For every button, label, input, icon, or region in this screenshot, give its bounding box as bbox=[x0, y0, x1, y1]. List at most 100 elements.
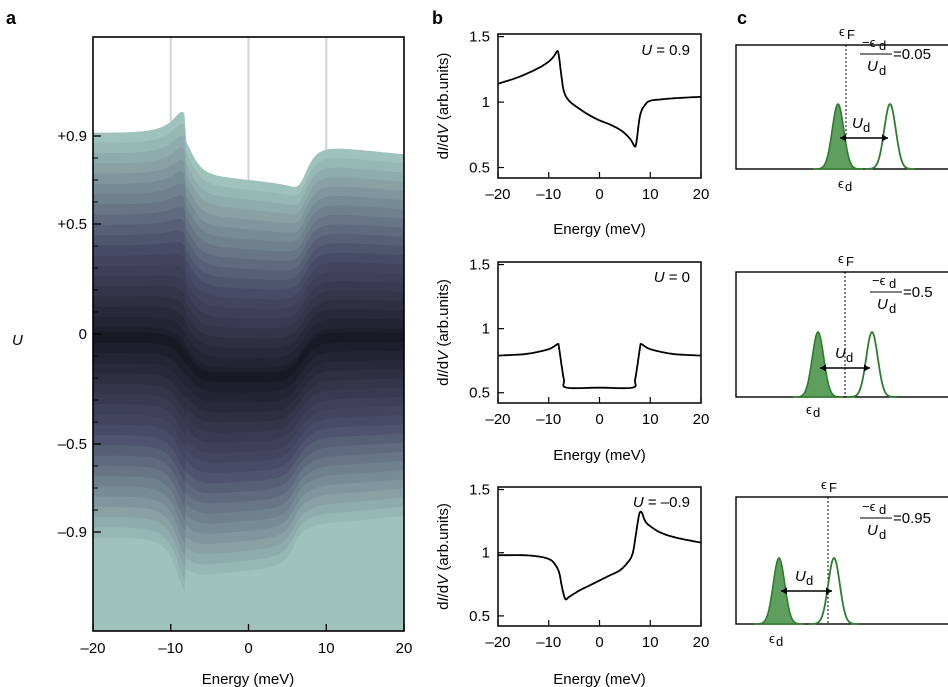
panel-label-c: c bbox=[737, 8, 747, 28]
panel-b-ylabel-part-1-0: d bbox=[435, 151, 452, 159]
panel-b-xtick-label-3-0: –20 bbox=[485, 634, 510, 651]
panel-b-xtick-label-2-0: –20 bbox=[485, 411, 510, 428]
panel-b-xlabel-3: Energy (meV) bbox=[553, 671, 646, 687]
panel-c-filled-peak-1 bbox=[793, 330, 843, 398]
panel-c-filled-peak-2 bbox=[754, 556, 804, 625]
panel-c-ed-sub-0: d bbox=[845, 179, 852, 194]
panel-c-ef-sub-2: F bbox=[829, 480, 837, 495]
panel-a-ytick-label-3: –0.5 bbox=[58, 436, 87, 453]
panel-b-ylabel-3: dI/dV (arb.units) bbox=[435, 503, 452, 610]
panel-c-empty-peak-1 bbox=[847, 330, 897, 398]
panel-a-surface bbox=[93, 111, 404, 631]
panel-c-empty-peak-2 bbox=[809, 556, 859, 625]
panel-b-xtick-label-1-2: 0 bbox=[595, 186, 603, 203]
panel-c-ud-sub-0: d bbox=[863, 120, 870, 135]
panel-c-arrow-left-2 bbox=[781, 587, 787, 595]
panel-b-xtick-label-2-2: 0 bbox=[595, 411, 603, 428]
panel-b-ylabel-part-2-1: I bbox=[435, 373, 452, 377]
panel-c-ratio-den-2: U bbox=[867, 522, 878, 539]
panel-b-ylabel-2: dI/dV (arb.units) bbox=[435, 279, 452, 386]
panel-c-ratio-val-2: =0.95 bbox=[893, 510, 931, 527]
panel-a-waterfall-plot: –20 –10 0 10 20 +0.9 +0.5 0 –0.5 –0.9 Energy (meV… bbox=[12, 36, 412, 687]
panel-b-annotation-var-2: U bbox=[654, 269, 665, 286]
panel-b-xtick-label-3-1: –10 bbox=[536, 634, 561, 651]
panel-b-ytick-label-1-2: 1.5 bbox=[469, 29, 490, 46]
panel-b-ytick-label-3-1: 1 bbox=[482, 545, 490, 562]
panel-c-ef-label-0: ϵ bbox=[839, 24, 845, 39]
panel-c-ed-sub-2: d bbox=[776, 634, 783, 649]
panel-c-empty-peak-0 bbox=[865, 102, 915, 170]
panel-b-annotation-val-3: = –0.9 bbox=[644, 494, 690, 511]
panel-b-xtick-label-1-1: –10 bbox=[536, 186, 561, 203]
panel-b-ylabel-part-3-3: V bbox=[435, 573, 452, 585]
panel-b-ytick-label-3-0: 0.5 bbox=[469, 608, 490, 625]
panel-b-plot-3: –20 –10 0 10 20 0.5 1 1.5 Energy (meV) U = –0.9 dI… bbox=[435, 482, 709, 687]
panel-c-ratio-num-1: −ϵ bbox=[872, 273, 886, 288]
panel-a-ytick-label-0: +0.9 bbox=[57, 128, 87, 145]
panel-b-ylabel-1: dI/dV (arb.units) bbox=[435, 53, 452, 160]
panel-b-ytick-label-2-0: 0.5 bbox=[469, 385, 490, 402]
panel-b-annotation-val-1: = 0.9 bbox=[652, 42, 690, 59]
panel-b-annotation-2: U = 0 bbox=[654, 269, 690, 286]
panel-a-trace-40 bbox=[93, 515, 404, 631]
panel-c-ud-label-1: U bbox=[835, 345, 846, 362]
panel-b-ytick-label-2-2: 1.5 bbox=[469, 257, 490, 274]
panel-a-xlabel: Energy (meV) bbox=[202, 671, 295, 687]
panel-b-xtick-label-3-4: 20 bbox=[693, 634, 710, 651]
panel-c-ratio-den-sub-2: d bbox=[879, 527, 886, 542]
panel-c-arrow-left-0 bbox=[840, 134, 846, 142]
panel-b-annotation-var-1: U bbox=[641, 42, 652, 59]
panel-b-ytick-label-1-1: 1 bbox=[482, 94, 490, 111]
panel-c-ed-label-0: ϵ bbox=[838, 176, 844, 191]
panel-a-xtick-label-0: –20 bbox=[80, 640, 105, 657]
panel-c-arrow-right-1 bbox=[864, 364, 870, 372]
panel-c-ef-sub-1: F bbox=[846, 254, 854, 269]
panel-c-ratio-den-sub-0: d bbox=[879, 63, 886, 78]
panel-b-ylabel-part-3-4: (arb.units) bbox=[435, 503, 452, 575]
panel-b-ylabel-part-1-3: V bbox=[435, 122, 452, 134]
panel-b-xtick-label-2-4: 20 bbox=[693, 411, 710, 428]
panel-c-arrow-left-1 bbox=[820, 364, 826, 372]
panel-b-annotation-var-3: U bbox=[633, 494, 644, 511]
panel-c-ef-label-2: ϵ bbox=[821, 477, 827, 492]
panel-a-ticks: –20 –10 0 10 20 +0.9 +0.5 0 –0.5 –0.9 bbox=[57, 128, 412, 657]
panel-b-ytick-label-1-0: 0.5 bbox=[469, 160, 490, 177]
panel-b-ylabel-part-2-2: /d bbox=[435, 361, 452, 374]
panel-c-ratio-num-sub-0: d bbox=[879, 38, 886, 53]
panel-b-ylabel-part-2-3: V bbox=[435, 349, 452, 361]
panel-b-annotation-1: U = 0.9 bbox=[641, 42, 690, 59]
panel-a-ytick-label-4: –0.9 bbox=[58, 524, 87, 541]
panel-c-ud-sub-2: d bbox=[806, 573, 813, 588]
panel-c-ed-label-1: ϵ bbox=[806, 402, 812, 417]
panel-a-ytick-label-2: 0 bbox=[79, 326, 87, 343]
panel-c-ratio-den-sub-1: d bbox=[889, 301, 896, 316]
panel-b-ylabel-part-1-1: I bbox=[435, 147, 452, 151]
panel-c-arrow-right-0 bbox=[882, 134, 888, 142]
panel-c-ef-sub-0: F bbox=[847, 27, 855, 42]
panel-c-ratio-den-0: U bbox=[867, 58, 878, 75]
panel-b-xlabel-1: Energy (meV) bbox=[553, 221, 646, 238]
panel-a-xtick-label-3: 10 bbox=[318, 640, 335, 657]
panel-c-ed-label-2: ϵ bbox=[769, 631, 775, 646]
panel-b-ytick-label-3-2: 1.5 bbox=[469, 482, 490, 499]
panel-b-curve-2 bbox=[497, 343, 702, 390]
panel-c-ratio-num-sub-1: d bbox=[889, 276, 896, 291]
panel-a-ytick-label-1: +0.5 bbox=[57, 216, 87, 233]
panel-c-ratio-num-2: −ϵ bbox=[862, 499, 876, 514]
panel-b-annotation-val-2: = 0 bbox=[665, 269, 690, 286]
panel-c-ratio-num-0: −ϵ bbox=[862, 35, 876, 50]
panel-c-ud-label-2: U bbox=[795, 568, 806, 585]
panel-c-ud-label-0: U bbox=[852, 115, 863, 132]
panel-c-ef-label-1: ϵ bbox=[838, 251, 844, 266]
panel-c-ratio-den-1: U bbox=[877, 296, 888, 313]
panel-c-ratio-val-0: =0.05 bbox=[893, 46, 931, 63]
panel-b-ytick-label-2-1: 1 bbox=[482, 321, 490, 338]
panel-b-xtick-label-1-3: 10 bbox=[642, 186, 659, 203]
panel-b-xtick-label-2-1: –10 bbox=[536, 411, 561, 428]
panel-b-xlabel-2: Energy (meV) bbox=[553, 447, 646, 464]
panel-a-xtick-label-2: 0 bbox=[244, 640, 252, 657]
